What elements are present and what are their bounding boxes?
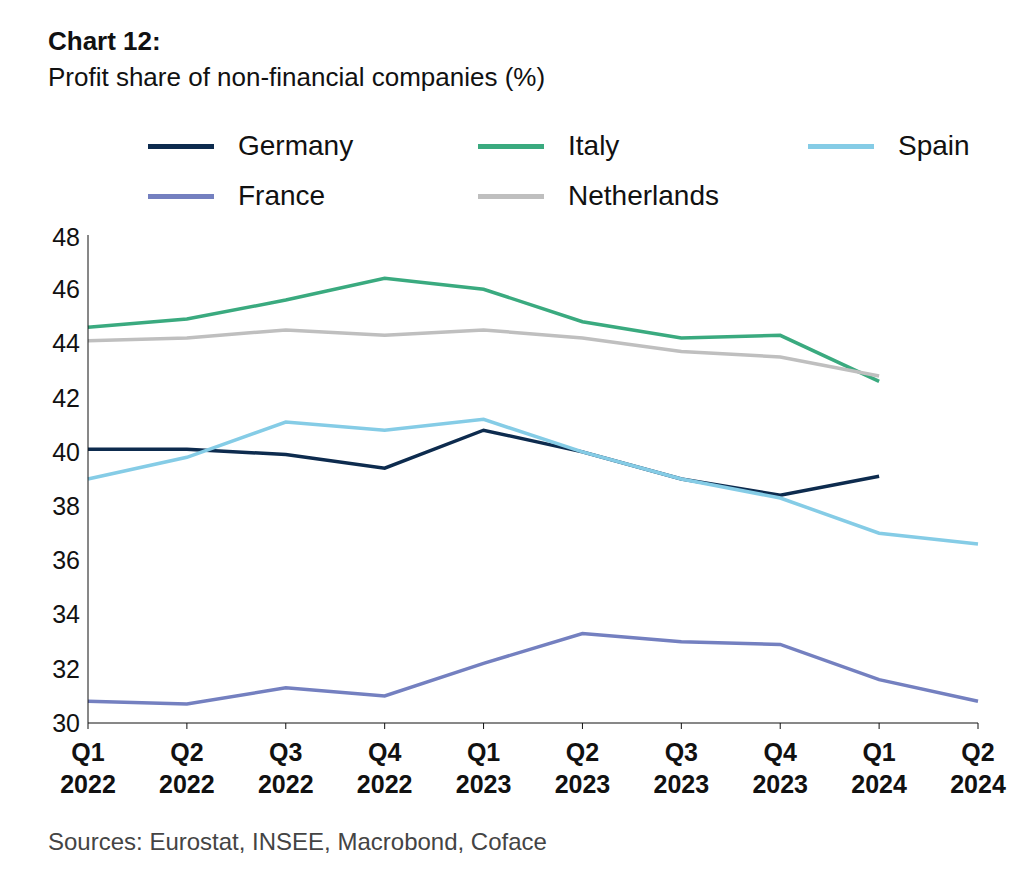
- svg-text:30: 30: [52, 709, 80, 737]
- html-text:Germany: Germany: [238, 130, 354, 161]
- svg-text:40: 40: [52, 438, 80, 466]
- html-text:Netherlands: Netherlands: [568, 180, 719, 211]
- svg-text:42: 42: [52, 384, 80, 412]
- svg-text:Q32022: Q32022: [258, 738, 314, 798]
- svg-text:32: 32: [52, 655, 80, 683]
- svg-text:38: 38: [52, 492, 80, 520]
- svg-text:Q12023: Q12023: [456, 738, 512, 798]
- svg-text:Q32023: Q32023: [654, 738, 710, 798]
- html-text:France: France: [238, 180, 326, 211]
- svg-text:48: 48: [52, 223, 80, 251]
- svg-text:Q22024: Q22024: [950, 738, 1006, 798]
- html-text:Spain: Spain: [898, 130, 970, 161]
- svg-text:Q22022: Q22022: [159, 738, 215, 798]
- html-text:Chart 12:: Chart 12:: [48, 26, 161, 56]
- svg-text:Q12022: Q12022: [60, 738, 116, 798]
- svg-text:46: 46: [52, 275, 80, 303]
- svg-text:Q42023: Q42023: [752, 738, 808, 798]
- svg-text:36: 36: [52, 546, 80, 574]
- svg-text:Q22023: Q22023: [555, 738, 611, 798]
- svg-text:44: 44: [52, 329, 80, 357]
- html-text:Italy: Italy: [568, 130, 620, 161]
- svg-text:Q12024: Q12024: [851, 738, 907, 798]
- svg-text:Q42022: Q42022: [357, 738, 413, 798]
- html-text:Sources: Eurostat, INSEE, Macr: Sources: Eurostat, INSEE, Macrobond, Cof…: [48, 828, 547, 855]
- html-text:Profit share of non-financial: Profit share of non-financial companies …: [48, 62, 546, 92]
- svg-text:34: 34: [52, 600, 80, 628]
